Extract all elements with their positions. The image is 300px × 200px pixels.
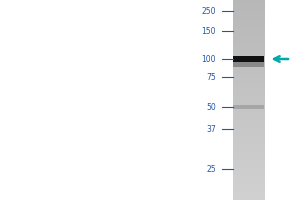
- Text: 150: 150: [202, 26, 216, 36]
- Text: 37: 37: [206, 124, 216, 134]
- Bar: [232, 62, 264, 67]
- Text: 75: 75: [206, 72, 216, 82]
- Text: 50: 50: [206, 102, 216, 112]
- Text: 100: 100: [202, 54, 216, 64]
- Bar: [232, 56, 264, 62]
- Text: 250: 250: [202, 6, 216, 16]
- Bar: [232, 105, 264, 109]
- Text: 25: 25: [206, 164, 216, 173]
